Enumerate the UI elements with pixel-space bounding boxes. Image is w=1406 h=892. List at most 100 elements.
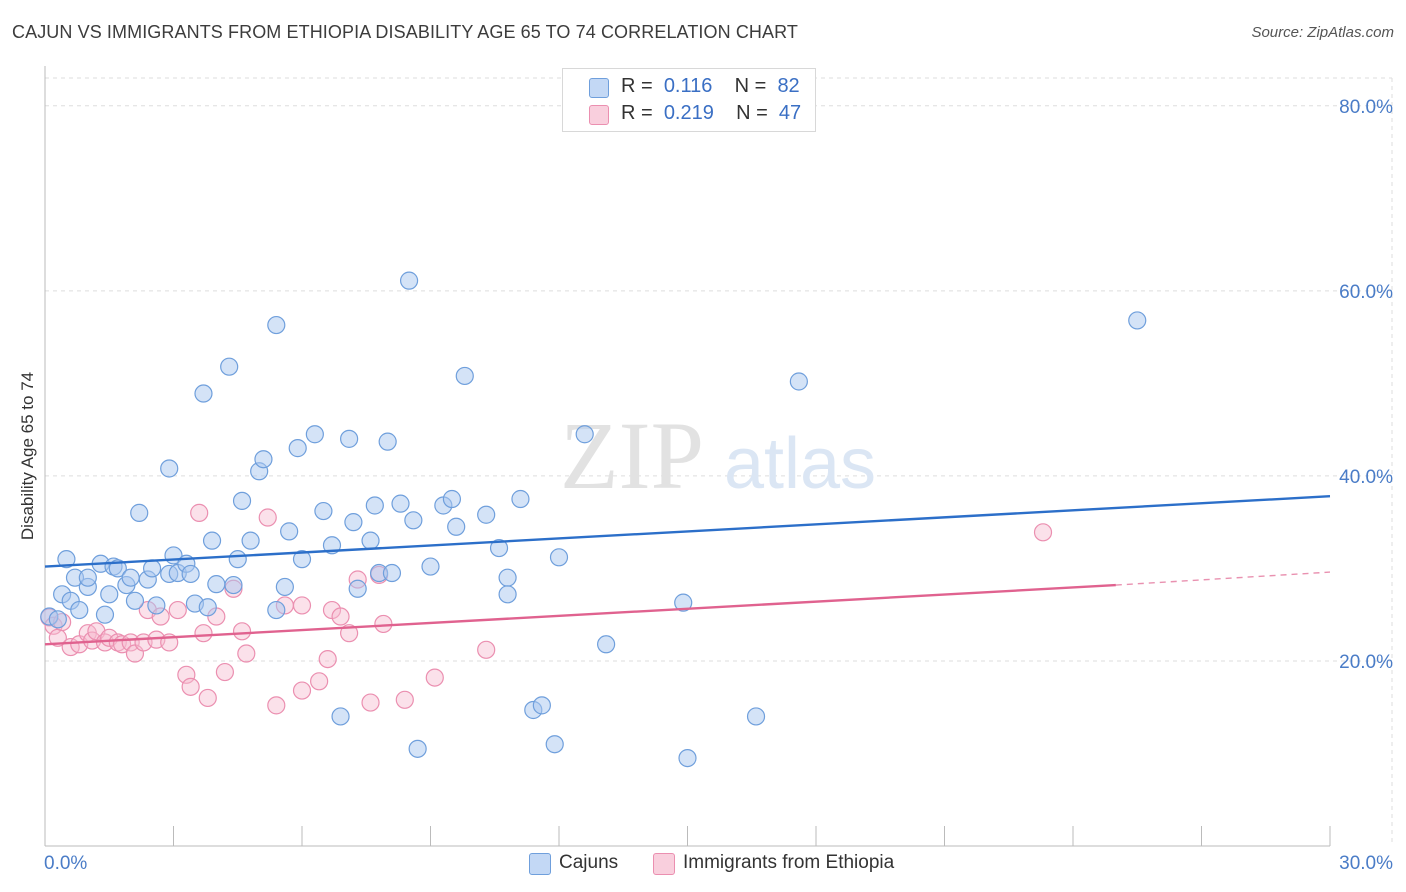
point-cajuns [314, 501, 333, 521]
n-label: N = [734, 75, 767, 97]
point-ethiopia [318, 649, 337, 669]
point-cajuns [48, 610, 67, 629]
point-cajuns [160, 459, 179, 478]
point-ethiopia [310, 672, 329, 691]
point-cajuns [220, 357, 239, 376]
point-cajuns [147, 596, 166, 615]
point-cajuns [404, 511, 423, 530]
point-cajuns [181, 564, 200, 584]
point-ethiopia [237, 644, 256, 663]
point-ethiopia [292, 596, 312, 615]
point-cajuns [545, 735, 564, 754]
x-tick-label: 30.0% [1339, 853, 1393, 874]
point-ethiopia [215, 662, 234, 682]
point-cajuns [108, 559, 127, 578]
point-cajuns [447, 517, 466, 536]
point-cajuns [597, 635, 616, 654]
point-ethiopia [425, 668, 444, 687]
point-ethiopia [331, 607, 350, 626]
axes [44, 66, 1331, 847]
point-ethiopia [267, 696, 286, 715]
y-tick-label: 80.0% [1339, 97, 1393, 118]
point-cajuns [202, 531, 222, 550]
point-ethiopia [340, 624, 359, 643]
legend-swatch-blue [529, 853, 551, 875]
r-value: 0.116 [663, 75, 713, 97]
point-ethiopia [395, 690, 414, 709]
y-tick-label: 20.0% [1339, 652, 1393, 673]
point-cajuns [789, 372, 808, 391]
point-cajuns [280, 522, 299, 541]
point-cajuns [344, 513, 363, 532]
x-tick-label: 0.0% [44, 853, 87, 874]
point-cajuns [267, 315, 286, 335]
trend-lines [44, 495, 1331, 646]
legend-label: Immigrants from Ethiopia [683, 852, 895, 873]
point-cajuns [267, 600, 286, 620]
series-legend: Cajuns Immigrants from Ethiopia [0, 852, 1406, 878]
point-cajuns [421, 557, 440, 576]
point-cajuns [408, 739, 427, 758]
point-cajuns [224, 575, 243, 595]
point-ethiopia [232, 622, 252, 641]
point-cajuns [361, 531, 380, 550]
watermark-atlas: atlas [724, 424, 876, 504]
point-cajuns [232, 491, 252, 510]
point-cajuns [348, 579, 367, 598]
point-cajuns [399, 271, 419, 290]
point-cajuns [365, 496, 384, 515]
point-cajuns [549, 548, 569, 567]
point-cajuns [254, 450, 273, 469]
r-value: 0.219 [663, 102, 714, 124]
point-cajuns [241, 531, 260, 550]
trend-extension-ethiopia [1115, 571, 1331, 586]
point-cajuns [194, 384, 213, 403]
point-cajuns [382, 563, 402, 583]
legend-swatch-blue [589, 78, 609, 98]
legend-swatch-pink [589, 105, 609, 125]
point-ethiopia [374, 614, 393, 634]
legend-swatch-pink [653, 853, 675, 875]
legend-text: R = 0.116 N = 82 [621, 75, 800, 98]
point-cajuns [198, 598, 217, 617]
point-cajuns [340, 429, 359, 448]
point-cajuns [228, 550, 247, 569]
correlation-legend: R = 0.116 N = 82 R = 0.219 N = 47 [562, 68, 816, 132]
point-cajuns [70, 600, 89, 620]
y-axis-title: Disability Age 65 to 74 [18, 372, 37, 540]
point-cajuns [142, 559, 162, 578]
point-cajuns [331, 707, 350, 726]
series-cajuns [40, 271, 1147, 768]
point-ethiopia [194, 624, 213, 643]
point-cajuns [121, 568, 140, 587]
point-cajuns [57, 550, 76, 569]
point-cajuns [95, 605, 115, 624]
n-value: 82 [777, 75, 800, 97]
point-ethiopia [181, 677, 200, 696]
r-label: R = [621, 75, 653, 97]
point-cajuns [455, 366, 474, 386]
point-cajuns [746, 707, 766, 726]
point-cajuns [498, 585, 517, 604]
watermark-zip: ZIP [560, 402, 704, 509]
point-cajuns [498, 568, 517, 587]
point-cajuns [292, 550, 312, 569]
axis-labels: 20.0% 40.0% 60.0% 80.0% 0.0% 30.0% Disability … [18, 97, 1393, 874]
trend-line-ethiopia [44, 583, 1116, 646]
point-cajuns [275, 577, 294, 597]
legend-label: Cajuns [559, 852, 619, 873]
chart-title: CAJUN VS IMMIGRANTS FROM ETHIOPIA DISABI… [12, 22, 798, 42]
point-cajuns [442, 489, 462, 509]
point-cajuns [489, 538, 509, 558]
trend-line-cajuns [44, 495, 1331, 568]
point-cajuns [100, 585, 119, 604]
point-cajuns [674, 593, 693, 612]
point-cajuns [305, 425, 324, 444]
legend-text: R = 0.219 N = 47 [621, 102, 801, 125]
point-cajuns [378, 432, 397, 451]
source-label: Source: ZipAtlas.com [1251, 24, 1394, 41]
n-label: N = [736, 102, 768, 124]
point-ethiopia [258, 508, 277, 527]
point-ethiopia [361, 693, 380, 712]
